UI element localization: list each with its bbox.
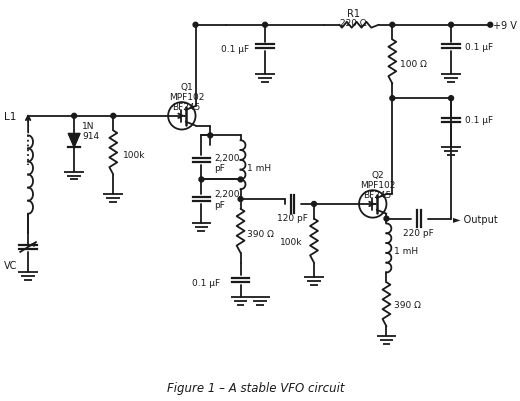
Text: 1 mH: 1 mH xyxy=(248,164,271,173)
Circle shape xyxy=(111,114,116,119)
Circle shape xyxy=(384,217,389,221)
Circle shape xyxy=(193,23,198,28)
Polygon shape xyxy=(68,134,80,148)
Text: +9 V: +9 V xyxy=(493,21,517,30)
Circle shape xyxy=(238,178,243,182)
Text: R1: R1 xyxy=(347,9,360,19)
Circle shape xyxy=(263,23,267,28)
Text: Q2
MPF102
BF245: Q2 MPF102 BF245 xyxy=(360,170,395,200)
Circle shape xyxy=(311,202,317,207)
Text: ► Output: ► Output xyxy=(453,214,498,224)
Text: 120 pF: 120 pF xyxy=(277,214,308,223)
Text: 100k: 100k xyxy=(280,237,302,246)
Circle shape xyxy=(449,23,453,28)
Text: VC: VC xyxy=(4,260,17,270)
Circle shape xyxy=(390,23,395,28)
Text: L1: L1 xyxy=(4,111,17,122)
Text: 1N
914: 1N 914 xyxy=(82,122,99,141)
Circle shape xyxy=(208,134,213,138)
Text: 100 Ω: 100 Ω xyxy=(400,60,427,69)
Text: 0.1 μF: 0.1 μF xyxy=(465,43,493,52)
Text: 390 Ω: 390 Ω xyxy=(394,300,421,310)
Text: 100k: 100k xyxy=(123,151,146,160)
Text: 0.1 μF: 0.1 μF xyxy=(192,278,220,287)
Circle shape xyxy=(199,178,204,182)
Text: 1 mH: 1 mH xyxy=(394,247,419,256)
Text: 220 Ω: 220 Ω xyxy=(340,19,367,28)
Text: 2,200
pF: 2,200 pF xyxy=(214,154,240,173)
Circle shape xyxy=(390,97,395,101)
Circle shape xyxy=(449,97,453,101)
Text: Figure 1 – A stable VFO circuit: Figure 1 – A stable VFO circuit xyxy=(166,381,344,395)
Circle shape xyxy=(488,23,492,28)
Text: 2,200
pF: 2,200 pF xyxy=(214,190,240,209)
Text: 0.1 μF: 0.1 μF xyxy=(221,45,250,54)
Text: Q1
MPF102
BF245: Q1 MPF102 BF245 xyxy=(169,82,204,112)
Text: 390 Ω: 390 Ω xyxy=(248,229,274,238)
Circle shape xyxy=(72,114,76,119)
Text: 220 pF: 220 pF xyxy=(404,228,434,237)
Text: 0.1 μF: 0.1 μF xyxy=(465,116,493,125)
Circle shape xyxy=(238,197,243,202)
